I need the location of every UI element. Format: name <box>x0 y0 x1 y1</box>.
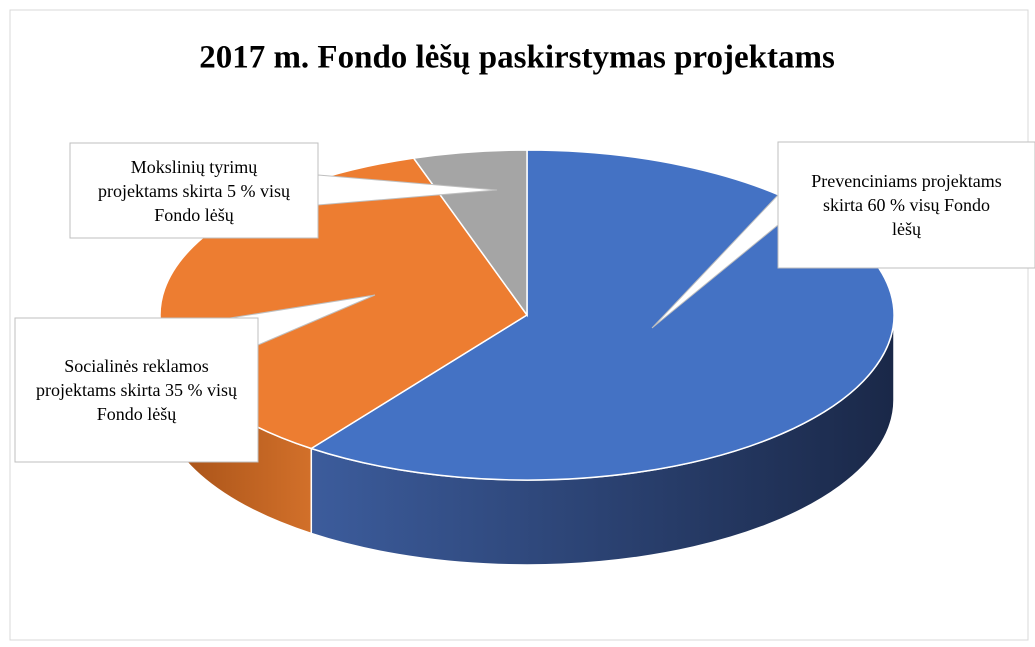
callout-box <box>777 141 1035 269</box>
data-label: Mokslinių tyrimų projektams skirta 5 % v… <box>98 156 290 225</box>
callout-box <box>14 317 259 463</box>
data-label: Prevenciniams projektams skirta 60 % vis… <box>811 171 1002 239</box>
callout-box <box>69 142 319 239</box>
data-label: Socialinės reklamos projektams skirta 35… <box>36 356 237 424</box>
chart-title: 2017 m. Fondo lėšų paskirstymas projekta… <box>199 40 835 76</box>
